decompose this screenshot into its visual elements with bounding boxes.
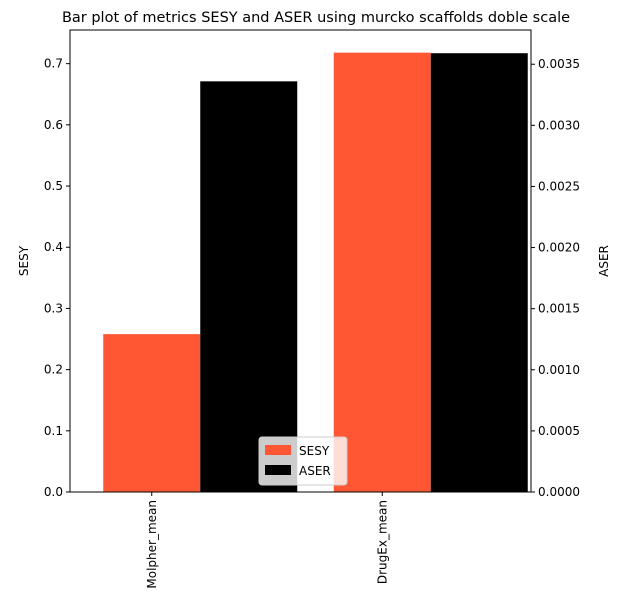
chart-title: Bar plot of metrics SESY and ASER using … [62, 10, 570, 26]
bar-aser-molpher-mean [200, 81, 298, 492]
y-tick-label-left: 0.2 [44, 363, 63, 377]
y-tick-label-right: 0.0030 [538, 118, 580, 132]
y-tick-label-right: 0.0005 [538, 424, 580, 438]
bar-aser-drugex-mean [430, 53, 528, 492]
y-tick-label-left: 0.7 [44, 57, 63, 71]
y-tick-label-right: 0.0000 [538, 485, 580, 499]
y-axis-label-right: ASER [597, 245, 611, 277]
left-margin-cover [0, 30, 70, 493]
legend-label-aser: ASER [299, 464, 331, 478]
y-tick-label-right: 0.0025 [538, 179, 580, 193]
plot-area: 0.0 0.1 0.2 0.3 0.4 0.5 0.6 0.7 0.0000 0.0005 0.00… [0, 29, 580, 589]
y-tick-label-left: 0.6 [44, 118, 63, 132]
legend-label-sesy: SESY [299, 444, 330, 458]
bar-sesy-drugex-mean [333, 52, 431, 493]
bar-sesy-molpher-mean [103, 334, 201, 492]
y-axis-label-left: SESY [17, 245, 31, 276]
x-tick-label: Molpher_mean [145, 500, 159, 589]
y-tick-label-right: 0.0035 [538, 57, 580, 71]
y-tick-label-right: 0.0015 [538, 302, 580, 316]
y-tick-label-right: 0.0010 [538, 363, 580, 377]
legend-swatch-aser [265, 465, 291, 475]
legend-swatch-sesy [265, 445, 291, 455]
y-tick-label-left: 0.1 [44, 424, 63, 438]
y-tick-label-left: 0.0 [44, 485, 63, 499]
x-tick-label: DrugEx_mean [375, 500, 389, 584]
y-tick-label-left: 0.3 [44, 301, 63, 315]
plot-frame [69, 29, 532, 493]
y-tick-label-left: 0.4 [44, 240, 63, 254]
y-tick-label-right: 0.0020 [538, 241, 580, 255]
y-tick-label-left: 0.5 [44, 179, 63, 193]
